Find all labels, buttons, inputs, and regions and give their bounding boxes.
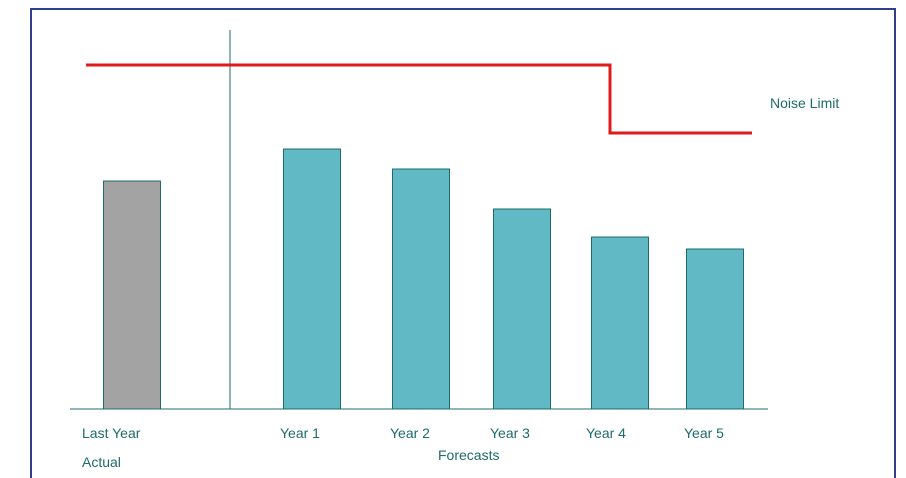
bar-year-3 (493, 208, 551, 410)
forecasts-label: Forecasts (438, 447, 499, 463)
category-labels: Last Year Year 1 Year 2 Year 3 Year 4 Year 5 (82, 425, 724, 441)
bars-group (103, 148, 744, 410)
noise-limit-step (86, 63, 752, 135)
noise-limit-line (86, 63, 752, 135)
bar-year-1 (283, 148, 341, 410)
bar-year-4 (591, 236, 649, 410)
tick-label-last-year: Last Year (82, 425, 141, 441)
noise-limit-label: Noise Limit (770, 95, 839, 111)
bar-last-year (103, 180, 161, 410)
bar-year-2 (392, 168, 450, 410)
tick-label-year-3: Year 3 (490, 425, 530, 441)
chart-frame (30, 8, 896, 478)
tick-label-year-1: Year 1 (280, 425, 320, 441)
actual-label: Actual (82, 454, 121, 470)
tick-label-year-4: Year 4 (586, 425, 626, 441)
bar-year-5 (686, 248, 744, 410)
tick-label-year-2: Year 2 (390, 425, 430, 441)
tick-label-year-5: Year 5 (684, 425, 724, 441)
